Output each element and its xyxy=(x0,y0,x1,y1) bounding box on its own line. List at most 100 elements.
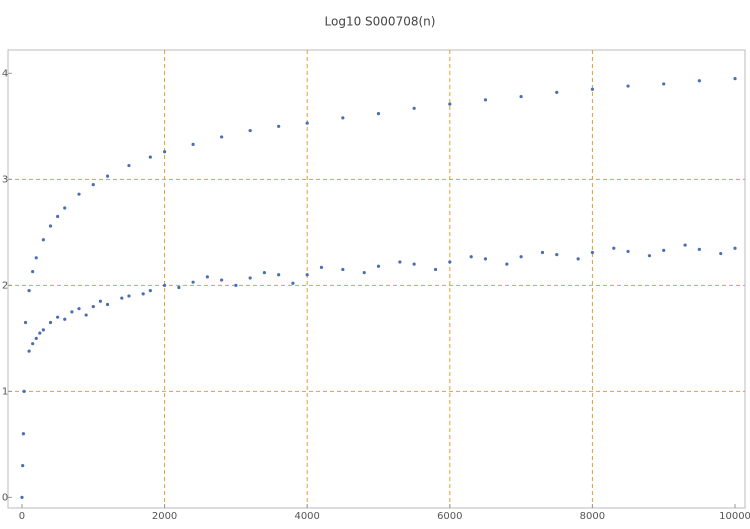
point xyxy=(319,265,324,269)
point xyxy=(162,150,167,154)
point xyxy=(148,289,152,293)
point xyxy=(291,281,295,285)
point xyxy=(555,90,559,95)
point xyxy=(590,87,595,91)
point xyxy=(683,243,687,247)
point xyxy=(262,271,267,275)
point xyxy=(248,128,252,133)
point xyxy=(127,163,131,168)
point xyxy=(148,155,152,159)
point xyxy=(448,102,452,106)
point xyxy=(63,317,67,321)
point xyxy=(127,294,131,298)
x-tick-label: 0 xyxy=(19,511,25,522)
point xyxy=(555,253,559,257)
point xyxy=(191,280,195,284)
point xyxy=(77,307,81,311)
point xyxy=(21,432,26,436)
point xyxy=(412,106,416,110)
y-tick-label: 3 xyxy=(2,174,8,185)
point xyxy=(469,255,473,259)
point xyxy=(433,267,438,272)
point xyxy=(662,82,666,86)
point xyxy=(376,264,381,268)
point xyxy=(22,389,26,393)
point xyxy=(63,206,67,210)
point xyxy=(341,267,345,272)
point xyxy=(98,299,103,303)
point xyxy=(719,251,723,256)
point xyxy=(398,260,402,264)
point xyxy=(234,283,238,287)
point xyxy=(697,79,701,83)
point xyxy=(305,273,309,277)
x-tick-label: 6000 xyxy=(437,511,462,522)
point xyxy=(612,246,616,250)
chart-title: Log10 S000708(n) xyxy=(325,15,436,29)
point xyxy=(626,249,630,254)
point xyxy=(647,254,652,258)
point xyxy=(519,255,523,259)
point xyxy=(27,349,31,353)
point xyxy=(141,292,145,296)
point xyxy=(41,238,45,242)
point xyxy=(38,331,42,335)
point xyxy=(483,98,488,102)
y-tick-label: 2 xyxy=(2,280,8,291)
point xyxy=(31,342,35,346)
plot-frame xyxy=(7,49,746,509)
point xyxy=(177,285,181,290)
point xyxy=(48,320,53,325)
point xyxy=(448,260,452,264)
point xyxy=(220,278,224,282)
point xyxy=(105,302,110,307)
point xyxy=(77,192,81,196)
point xyxy=(20,495,24,499)
point xyxy=(56,315,60,319)
point xyxy=(733,246,737,250)
point xyxy=(519,95,523,99)
point xyxy=(205,275,209,279)
point xyxy=(27,289,31,293)
point xyxy=(91,183,95,187)
point xyxy=(220,135,224,139)
y-tick-label: 1 xyxy=(2,386,8,397)
x-tick-label: 8000 xyxy=(580,511,605,522)
point xyxy=(91,304,95,309)
point xyxy=(341,116,345,120)
point xyxy=(21,463,25,468)
point xyxy=(56,214,60,219)
y-tick-label: 4 xyxy=(2,68,8,79)
point xyxy=(576,257,580,261)
point xyxy=(590,250,595,255)
point xyxy=(362,271,366,275)
point xyxy=(191,142,195,146)
point xyxy=(626,84,630,88)
point xyxy=(277,273,281,277)
point xyxy=(84,313,88,317)
point xyxy=(23,320,28,325)
point xyxy=(120,296,124,300)
point xyxy=(412,262,416,266)
y-tick-label: 0 xyxy=(2,492,8,503)
point xyxy=(305,121,309,125)
point xyxy=(376,112,381,116)
point xyxy=(483,257,488,261)
point xyxy=(31,269,35,274)
point xyxy=(277,124,281,128)
point xyxy=(162,283,167,287)
point xyxy=(697,247,701,251)
point xyxy=(248,276,252,280)
point xyxy=(505,262,509,266)
point xyxy=(70,310,74,314)
point xyxy=(41,328,45,332)
point xyxy=(105,174,110,178)
x-tick-label: 2000 xyxy=(152,511,177,522)
point xyxy=(733,77,737,81)
x-tick-label: 10000 xyxy=(719,511,750,522)
point xyxy=(48,224,53,228)
point xyxy=(34,256,38,260)
x-tick-label: 4000 xyxy=(294,511,319,522)
point xyxy=(34,336,38,340)
